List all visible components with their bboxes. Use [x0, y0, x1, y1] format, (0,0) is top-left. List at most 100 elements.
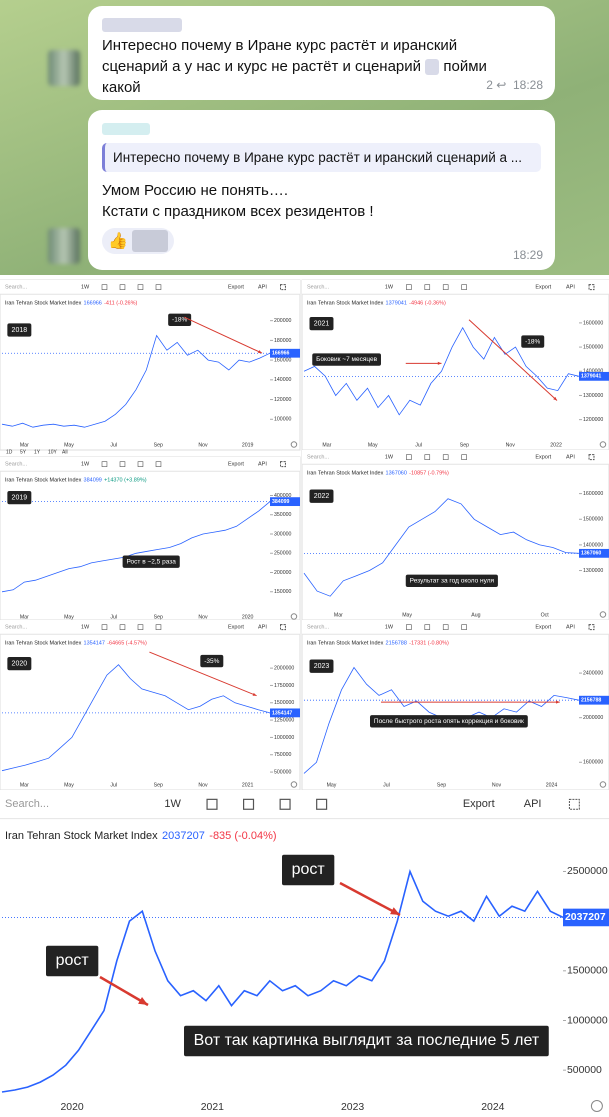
export[interactable]: Export: [228, 462, 244, 468]
api[interactable]: API: [566, 625, 575, 631]
tool-icon[interactable]: [461, 624, 467, 630]
x-tick-label: Sep: [437, 782, 446, 788]
tool-icon[interactable]: [461, 284, 467, 290]
annotation: -18%: [525, 338, 540, 345]
tool-icon[interactable]: [101, 624, 108, 630]
index-name: Iran Tehran Stock Market Index: [5, 478, 82, 484]
tool-icon[interactable]: [442, 284, 449, 290]
tool-icon[interactable]: [206, 798, 218, 810]
settings[interactable]: [290, 441, 298, 448]
tool-icon[interactable]: [119, 284, 126, 290]
last-price-label: 166966: [272, 351, 290, 357]
tool-icon[interactable]: [461, 454, 467, 460]
tool-icon[interactable]: [424, 284, 431, 290]
settings[interactable]: [590, 1100, 603, 1112]
sender: [102, 18, 182, 33]
y-tick-label: 140000: [274, 377, 292, 383]
export[interactable]: Export: [463, 798, 495, 810]
export[interactable]: Export: [535, 455, 551, 461]
y-tick-label: 1600000: [583, 760, 603, 766]
sender: [102, 123, 150, 136]
blurred: [425, 59, 440, 76]
interval[interactable]: 1W: [164, 798, 181, 810]
y-tick-label: 1500000: [567, 966, 608, 977]
x-tick-label: Sep: [154, 442, 163, 448]
tool-icon[interactable]: [155, 624, 162, 630]
y-tick-label: 300000: [274, 531, 292, 537]
tool-icon[interactable]: [137, 284, 144, 290]
interval[interactable]: 1W: [81, 285, 90, 291]
api[interactable]: API: [258, 285, 267, 291]
reaction[interactable]: 👍: [102, 228, 174, 254]
interval[interactable]: 1W: [81, 625, 90, 631]
api[interactable]: API: [566, 455, 575, 461]
search[interactable]: Search...: [5, 462, 27, 468]
fullscreen[interactable]: [568, 798, 580, 810]
tool-icon[interactable]: [119, 624, 126, 630]
tool-icon[interactable]: [406, 284, 412, 290]
search[interactable]: Search...: [5, 285, 27, 291]
export[interactable]: Export: [228, 285, 244, 291]
settings[interactable]: [599, 611, 607, 618]
api[interactable]: API: [524, 798, 542, 810]
tool-icon[interactable]: [137, 461, 144, 467]
export[interactable]: Export: [228, 625, 244, 631]
year-badge: 2019: [12, 494, 28, 501]
reply-count[interactable]: 2: [486, 78, 493, 92]
search[interactable]: Search...: [5, 798, 49, 810]
toolbar: [0, 280, 300, 295]
fullscreen[interactable]: [588, 454, 595, 461]
tool-icon[interactable]: [101, 461, 108, 467]
search[interactable]: Search...: [307, 285, 329, 291]
tool-icon[interactable]: [279, 798, 291, 810]
tool-icon[interactable]: [442, 454, 449, 460]
fullscreen[interactable]: [588, 284, 595, 291]
range-button[interactable]: 1D: [6, 449, 13, 455]
interval[interactable]: 1W: [81, 462, 90, 468]
tool-icon[interactable]: [406, 454, 412, 460]
tool-icon[interactable]: [155, 461, 162, 467]
index-line: [1, 664, 271, 772]
tool-icon[interactable]: [406, 624, 412, 630]
settings[interactable]: [599, 781, 607, 788]
last-price-box: [270, 708, 300, 718]
tool-icon[interactable]: [243, 798, 255, 810]
last-price-box: [579, 548, 609, 558]
tool-icon[interactable]: [424, 624, 431, 630]
tool-icon[interactable]: [101, 284, 108, 290]
tool-icon[interactable]: [119, 461, 126, 467]
range-button[interactable]: 1Y: [34, 449, 41, 455]
tool-icon[interactable]: [155, 284, 162, 290]
y-tick-label: 1300000: [583, 393, 603, 399]
export[interactable]: Export: [535, 285, 551, 291]
search[interactable]: Search...: [307, 625, 329, 631]
tool-icon[interactable]: [442, 624, 449, 630]
interval[interactable]: 1W: [385, 625, 394, 631]
range-button[interactable]: 10Y: [48, 449, 58, 455]
api[interactable]: API: [566, 285, 575, 291]
tool-icon[interactable]: [424, 454, 431, 460]
settings[interactable]: [290, 781, 298, 788]
settings[interactable]: [599, 441, 607, 448]
export[interactable]: Export: [535, 625, 551, 631]
search[interactable]: Search...: [5, 625, 27, 631]
tool-icon[interactable]: [316, 798, 328, 810]
fullscreen[interactable]: [588, 624, 595, 631]
range-button[interactable]: 5Y: [20, 449, 27, 455]
fullscreen[interactable]: [280, 624, 286, 631]
y-tick-label: 2500000: [567, 866, 608, 877]
fullscreen[interactable]: [280, 284, 286, 291]
y-tick-label: 500000: [274, 769, 292, 775]
tool-icon[interactable]: [137, 624, 144, 630]
quote[interactable]: Интересно почему в Иране курс растёт и и…: [102, 143, 541, 172]
search[interactable]: Search...: [307, 455, 329, 461]
api[interactable]: API: [258, 625, 267, 631]
fullscreen[interactable]: [280, 461, 286, 468]
api[interactable]: API: [258, 462, 267, 468]
annotation: Боковик ~7 месяцев: [316, 356, 377, 363]
range-button[interactable]: All: [62, 449, 68, 455]
interval[interactable]: 1W: [385, 455, 394, 461]
last-price-label: 384099: [272, 499, 290, 505]
interval[interactable]: 1W: [385, 285, 394, 291]
settings[interactable]: [290, 613, 298, 620]
